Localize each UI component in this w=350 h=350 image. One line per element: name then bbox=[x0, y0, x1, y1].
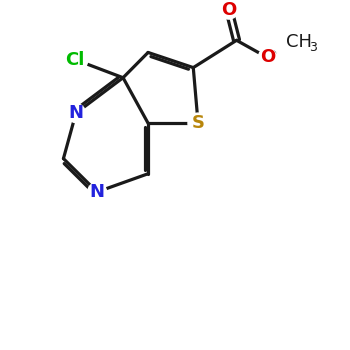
Text: N: N bbox=[90, 183, 105, 201]
Text: S: S bbox=[191, 114, 205, 132]
Circle shape bbox=[258, 48, 276, 66]
Text: O: O bbox=[221, 1, 237, 19]
Circle shape bbox=[273, 26, 306, 58]
Circle shape bbox=[188, 113, 208, 133]
Circle shape bbox=[88, 182, 106, 201]
Text: N: N bbox=[69, 104, 83, 122]
Text: Cl: Cl bbox=[65, 50, 85, 69]
Circle shape bbox=[220, 1, 238, 19]
Circle shape bbox=[66, 104, 85, 122]
Circle shape bbox=[62, 47, 88, 72]
Text: CH: CH bbox=[286, 33, 312, 51]
Text: O: O bbox=[260, 49, 275, 66]
Text: 3: 3 bbox=[309, 41, 317, 54]
